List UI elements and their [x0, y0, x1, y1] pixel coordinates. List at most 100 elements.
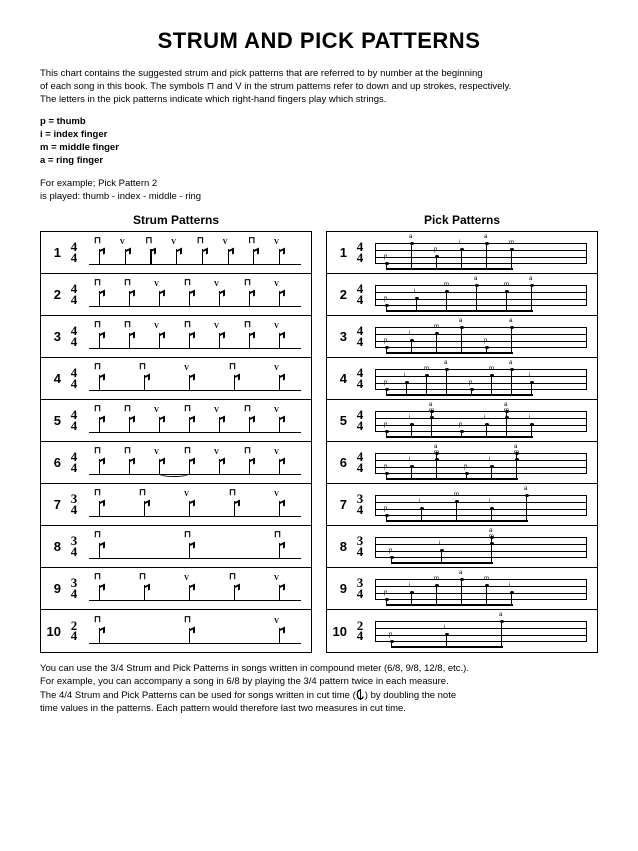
strum-row: 644 [41, 442, 311, 484]
tab-note: p [385, 514, 389, 517]
pattern-number: 6 [45, 455, 65, 470]
pick-row: 1024pia [327, 610, 597, 652]
time-signature: 44 [65, 410, 83, 431]
time-signature: 34 [65, 578, 83, 599]
tab-note: p [385, 262, 389, 265]
strum-title: Strum Patterns [40, 213, 312, 227]
pick-row: 544piampiami [327, 400, 597, 442]
finger-legend: p = thumb i = index finger m = middle fi… [40, 116, 598, 167]
pattern-number: 8 [45, 539, 65, 554]
pick-notation: piam [375, 526, 591, 567]
tab-note: a [525, 494, 529, 497]
pattern-number: 8 [331, 539, 351, 554]
tab-note: a [445, 368, 449, 371]
legend-i: i = index finger [40, 129, 598, 142]
pick-row: 344pimapa [327, 316, 597, 358]
example-line: For example; Pick Pattern 2 [40, 178, 157, 189]
tab-note: p [465, 472, 469, 475]
pick-notation: pimapmai [375, 358, 591, 399]
strum-row: 1024 [41, 610, 311, 652]
tab-note: p [385, 346, 389, 349]
time-signature: 24 [65, 621, 83, 642]
strum-row: 444 [41, 358, 311, 400]
pattern-number: 10 [45, 624, 65, 639]
time-signature: 44 [351, 452, 369, 473]
pattern-number: 5 [331, 413, 351, 428]
intro-text: This chart contains the suggested strum … [40, 68, 598, 106]
pick-notation: pimapa [375, 316, 591, 357]
tab-note: a [460, 326, 464, 329]
pick-notation: pimami [375, 568, 591, 609]
strum-notation [89, 232, 305, 273]
time-signature: 34 [65, 494, 83, 515]
pattern-number: 1 [331, 245, 351, 260]
pick-row: 734pimia [327, 484, 597, 526]
pick-notation: pia [375, 610, 591, 652]
page-title: STRUM AND PICK PATTERNS [40, 28, 598, 54]
legend-m: m = middle finger [40, 142, 598, 155]
pattern-number: 4 [331, 371, 351, 386]
time-signature: 34 [351, 578, 369, 599]
pick-notation: pimia [375, 484, 591, 525]
page: STRUM AND PICK PATTERNS This chart conta… [0, 0, 638, 746]
legend-p: p = thumb [40, 116, 598, 129]
tab-note: a [510, 326, 514, 329]
strum-row: 544 [41, 400, 311, 442]
footer-line: The 4/4 Strum and Pick Patterns can be u… [40, 690, 356, 701]
pattern-number: 2 [45, 287, 65, 302]
footer-text: You can use the 3/4 Strum and Pick Patte… [40, 663, 598, 715]
time-signature: 34 [351, 536, 369, 557]
time-signature: 34 [351, 494, 369, 515]
tab-note: p [390, 640, 394, 643]
pick-row: 444pimapmai [327, 358, 597, 400]
footer-line: For example, you can accompany a song in… [40, 676, 449, 687]
tab-note: p [385, 472, 389, 475]
time-signature: 44 [65, 452, 83, 473]
pattern-number: 9 [45, 581, 65, 596]
time-signature: 44 [351, 368, 369, 389]
pattern-number: 3 [45, 329, 65, 344]
footer-line: ) by doubling the note [365, 690, 456, 701]
tab-note: a [485, 242, 489, 245]
time-signature: 44 [65, 284, 83, 305]
intro-line: This chart contains the suggested strum … [40, 68, 483, 79]
pick-row: 934pimami [327, 568, 597, 610]
tab-note: p [485, 346, 489, 349]
example-text: For example; Pick Pattern 2 is played: t… [40, 178, 598, 204]
example-line: is played: thumb - index - middle - ring [40, 191, 201, 202]
tab-note: a [530, 284, 534, 287]
strum-row: 344 [41, 316, 311, 358]
pattern-number: 4 [45, 371, 65, 386]
tab-note: p [385, 430, 389, 433]
pick-row: 144papiam [327, 232, 597, 274]
strum-box: 1442443444445446447348349341024 [40, 231, 312, 653]
strum-column: Strum Patterns 1442443444445446447348349… [40, 213, 312, 653]
tab-note: a [500, 620, 504, 623]
pattern-number: 1 [45, 245, 65, 260]
tab-note: p [460, 430, 464, 433]
strum-notation [89, 610, 305, 652]
pattern-number: 3 [331, 329, 351, 344]
tab-note: a [475, 284, 479, 287]
pick-row: 644piampiam [327, 442, 597, 484]
strum-notation [89, 274, 305, 315]
tab-note: a [410, 242, 414, 245]
strum-row: 244 [41, 274, 311, 316]
pick-notation: piampiam [375, 442, 591, 483]
pick-row: 834 piam [327, 526, 597, 568]
tab-note: p [470, 388, 474, 391]
footer-line: time values in the patterns. Each patter… [40, 703, 406, 714]
strum-notation [89, 442, 305, 483]
time-signature: 44 [65, 326, 83, 347]
legend-a: a = ring finger [40, 155, 598, 168]
time-signature: 44 [351, 284, 369, 305]
strum-notation [89, 400, 305, 441]
pick-title: Pick Patterns [326, 213, 598, 227]
time-signature: 44 [351, 242, 369, 263]
pick-notation: pimama [375, 274, 591, 315]
strum-notation [89, 484, 305, 525]
tab-note: p [385, 304, 389, 307]
pick-notation: piampiami [375, 400, 591, 441]
strum-notation [89, 316, 305, 357]
tab-note: a [510, 368, 514, 371]
